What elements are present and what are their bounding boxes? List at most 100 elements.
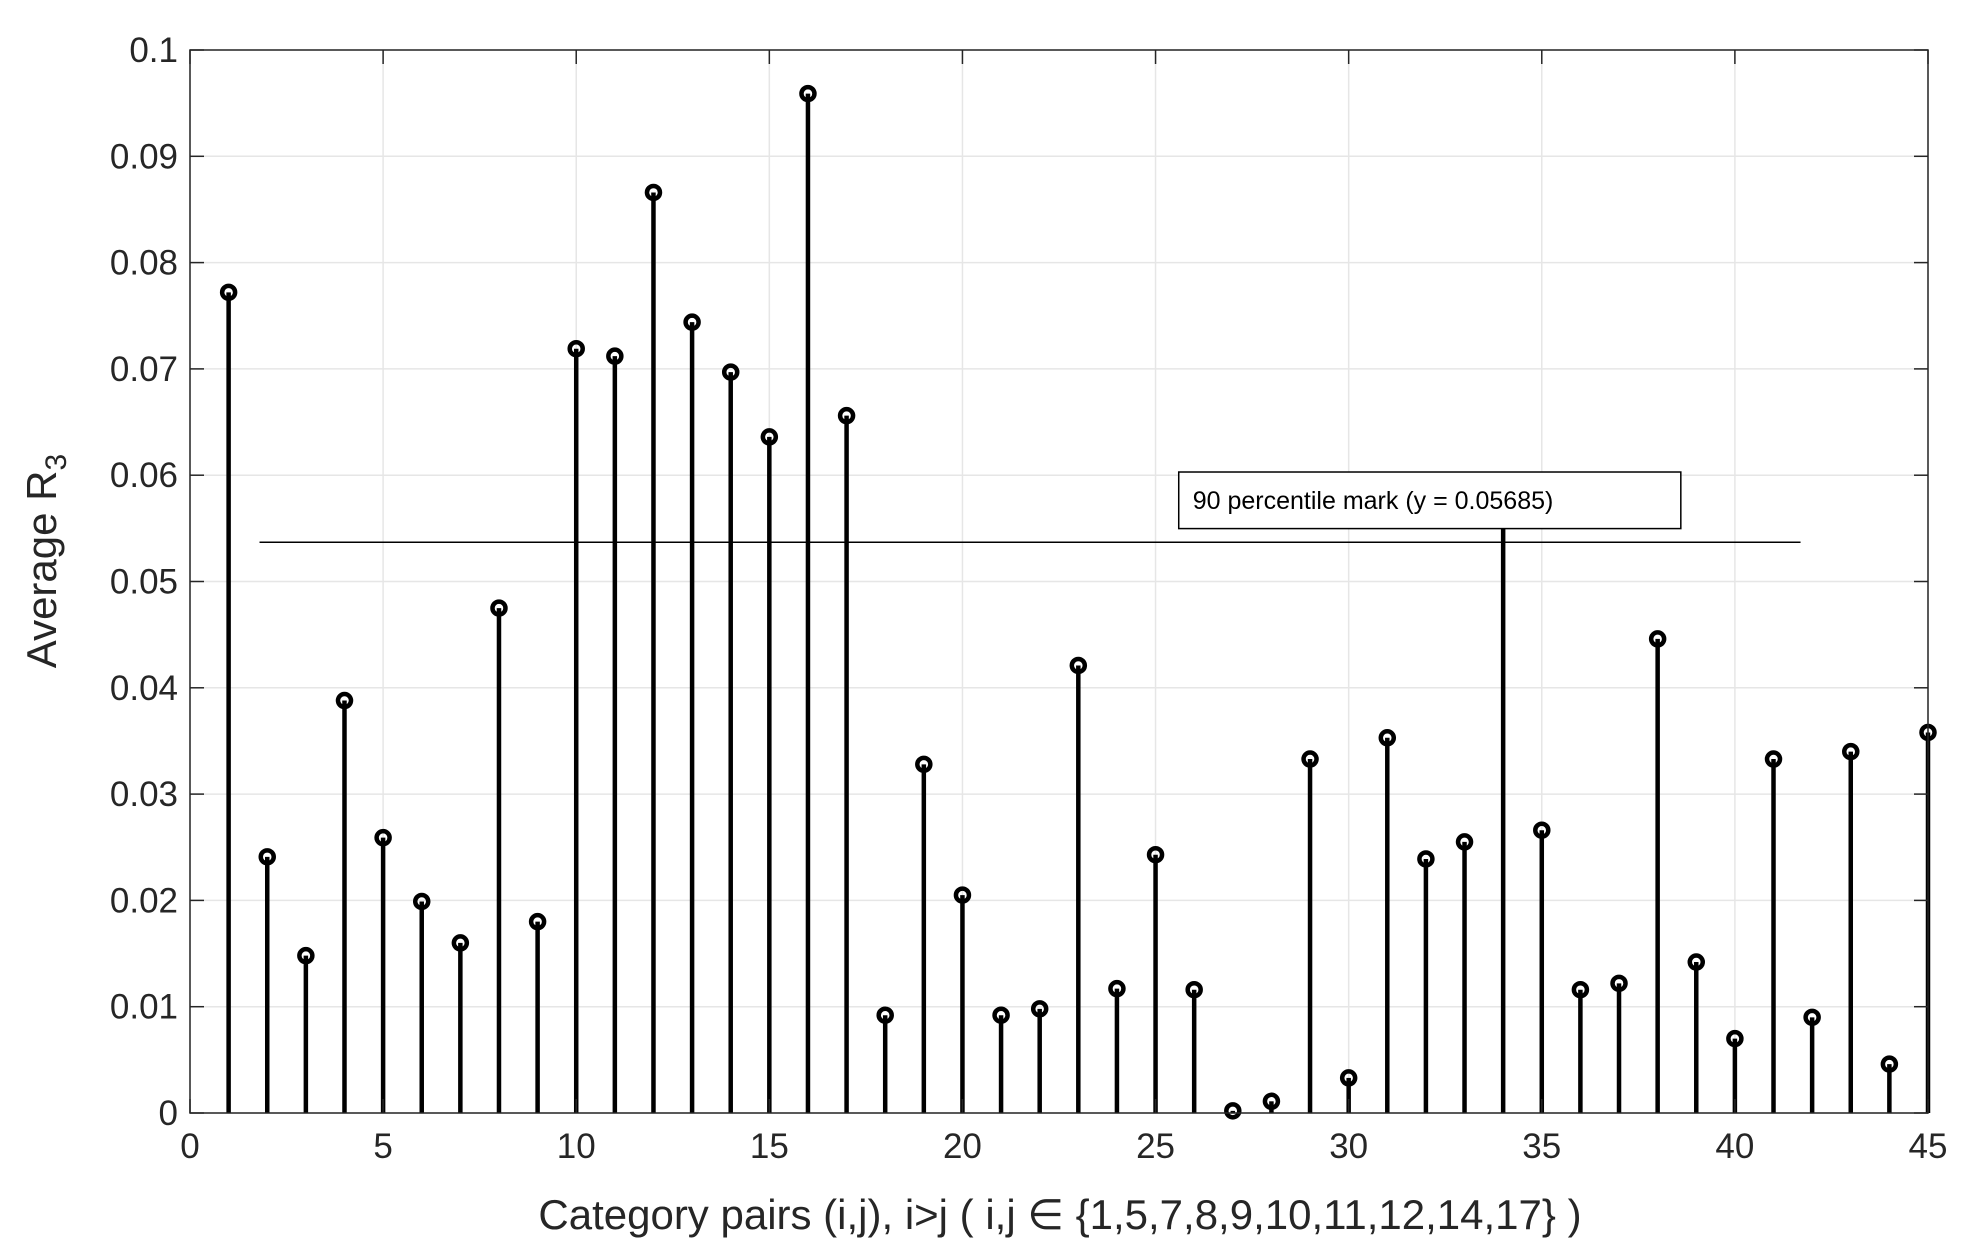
stem-point	[1764, 750, 1783, 1113]
x-tick-label: 40	[1715, 1127, 1754, 1166]
stem-marker	[1262, 1092, 1281, 1111]
stem-point	[412, 892, 431, 1113]
x-tick-label: 45	[1909, 1127, 1948, 1166]
stem-point	[1494, 499, 1512, 1113]
stem-marker	[760, 428, 779, 446]
stem-point	[1185, 980, 1203, 1113]
stem-point	[837, 406, 856, 1113]
y-axis-label-main: Average R	[18, 471, 65, 669]
stem-marker	[1146, 845, 1165, 864]
stem-point	[1146, 845, 1165, 1113]
y-tick-label: 0.06	[110, 456, 178, 495]
stem-marker	[1687, 953, 1706, 971]
x-tick-label: 30	[1329, 1127, 1368, 1166]
stem-marker	[335, 691, 354, 710]
stem-point	[528, 912, 547, 1113]
stem-point	[1842, 742, 1860, 1113]
stem-point	[451, 934, 470, 1113]
x-tick-label: 35	[1522, 1127, 1561, 1166]
stem-point	[1378, 729, 1397, 1113]
stem-point	[953, 886, 972, 1113]
annotation-text: 90 percentile mark (y = 0.05685)	[1193, 487, 1554, 515]
stem-marker	[606, 347, 624, 365]
stem-marker	[528, 912, 547, 931]
stem-marker	[1610, 974, 1628, 993]
y-tick-label: 0.1	[129, 31, 178, 70]
stem-marker	[1378, 729, 1397, 747]
stems	[219, 84, 1937, 1120]
stem-marker	[799, 84, 817, 103]
grid	[189, 49, 1929, 1114]
stem-marker	[258, 848, 276, 866]
stem-marker	[1648, 630, 1667, 648]
stem-point	[1108, 979, 1126, 1113]
stem-marker	[876, 1006, 894, 1024]
stem-marker	[1224, 1102, 1242, 1120]
stem-marker	[219, 283, 238, 302]
stem-marker	[1069, 656, 1088, 675]
stem-marker	[721, 363, 740, 381]
stem-marker	[915, 755, 933, 774]
stem-marker	[1533, 821, 1551, 839]
stem-point	[297, 946, 315, 1113]
stem-point	[1455, 833, 1474, 1113]
stem-point	[567, 339, 585, 1113]
y-tick-label: 0.08	[110, 244, 178, 283]
stem-marker	[567, 339, 585, 358]
stem-point	[1610, 974, 1628, 1113]
stem-point	[1301, 750, 1319, 1113]
stem-marker	[374, 828, 392, 847]
stem-marker	[1301, 750, 1319, 768]
y-tick-label: 0.03	[110, 775, 178, 814]
x-tick-label: 15	[750, 1127, 789, 1166]
stem-marker	[1030, 1000, 1049, 1018]
stem-marker	[1571, 980, 1590, 999]
stem-marker	[1803, 1008, 1821, 1027]
stem-point	[760, 428, 779, 1113]
stem-point	[219, 283, 238, 1113]
stem-point	[1224, 1102, 1242, 1120]
stem-marker	[953, 886, 972, 904]
x-tick-label: 5	[373, 1127, 392, 1166]
y-tick-label: 0	[159, 1094, 178, 1133]
x-tick-label: 25	[1136, 1127, 1175, 1166]
stem-marker	[1726, 1029, 1744, 1048]
y-tick-label: 0.02	[110, 881, 178, 920]
stem-marker	[1417, 850, 1435, 868]
stem-marker	[1339, 1069, 1358, 1087]
stem-point	[1880, 1055, 1899, 1113]
stem-point	[374, 828, 392, 1113]
stem-point	[335, 691, 354, 1113]
stem-marker	[644, 183, 663, 202]
tick-labels: 0 5 10 15 20 25 30 35 40 45 0 0.01 0.02 0.03 0.04 0.05 0…	[110, 31, 1948, 1166]
stem-marker	[1455, 833, 1474, 851]
annotation-box	[1177, 471, 1682, 530]
stem-point	[799, 84, 817, 1113]
stem-point	[992, 1006, 1010, 1113]
stem-point	[1030, 1000, 1049, 1113]
stem-point	[606, 347, 624, 1113]
stem-marker	[992, 1006, 1010, 1024]
stem-point	[721, 363, 740, 1113]
x-axis-label: Category pairs (i,j), i>j ( i,j ∈ {1,5,7…	[538, 1191, 1581, 1238]
stem-point	[1262, 1092, 1281, 1113]
y-tick-label: 0.07	[110, 350, 178, 389]
stem-point	[490, 599, 508, 1113]
stem-marker	[1842, 742, 1860, 761]
stem-marker	[1108, 979, 1126, 998]
stem-marker	[451, 934, 470, 952]
percentile-annotation: 90 percentile mark (y = 0.05685)	[1177, 471, 1682, 530]
stem-point	[1803, 1008, 1821, 1113]
y-tick-label: 0.04	[110, 669, 178, 708]
stem-marker	[1764, 750, 1783, 768]
stem-point	[1069, 656, 1088, 1113]
stem-point	[1417, 850, 1435, 1113]
stem-point	[683, 313, 701, 1113]
y-tick-label: 0.01	[110, 988, 178, 1027]
stem-point	[915, 755, 933, 1113]
stem-point	[1533, 821, 1551, 1113]
x-tick-label: 20	[943, 1127, 982, 1166]
y-tick-label: 0.09	[110, 137, 178, 176]
stem-marker	[837, 406, 856, 425]
